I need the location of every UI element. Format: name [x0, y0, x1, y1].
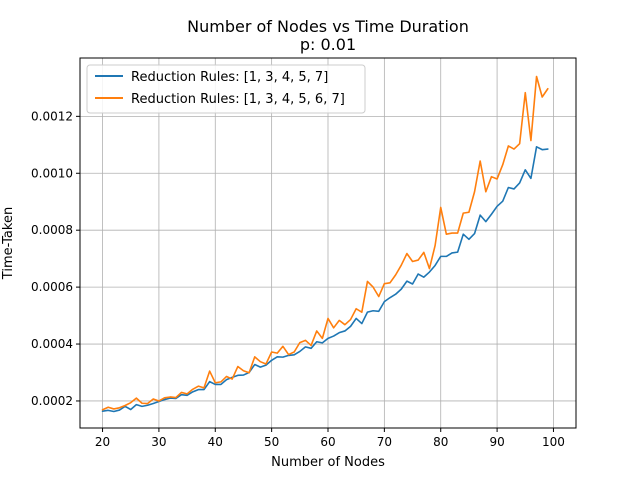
x-tick-label: 30: [151, 435, 166, 449]
y-tick-label: 0.0002: [31, 394, 73, 408]
y-tick-label: 0.0010: [31, 166, 73, 180]
y-tick-label: 0.0012: [31, 109, 73, 123]
grid: [80, 58, 576, 428]
x-tick-label: 90: [489, 435, 504, 449]
y-tick-label: 0.0004: [31, 337, 73, 351]
series-layer: [101, 75, 549, 413]
x-tick-label: 100: [542, 435, 565, 449]
legend-box: [86, 64, 366, 114]
legend: Reduction Rules: [1, 3, 4, 5, 7] Reducti…: [86, 64, 366, 114]
y-tick-label: 0.0008: [31, 223, 73, 237]
x-tick-label: 20: [95, 435, 110, 449]
x-tick-label: 50: [264, 435, 279, 449]
chart-subtitle: p: 0.01: [300, 35, 356, 54]
y-axis-label: Time-Taken: [1, 207, 16, 280]
chart-title: Number of Nodes vs Time Duration: [187, 17, 469, 36]
y-tick-label: 0.0006: [31, 280, 73, 294]
series-line-2: [101, 75, 549, 411]
axis-ticks: 20 30 40 50 60 70 80 90 100 0.0002 0.0004 0.0006 0.0…: [31, 109, 565, 449]
x-axis-label: Number of Nodes: [271, 455, 385, 470]
legend-label-series-1: Reduction Rules: [1, 3, 4, 5, 7]: [131, 70, 328, 85]
x-tick-label: 70: [377, 435, 392, 449]
x-tick-label: 80: [433, 435, 448, 449]
x-tick-label: 40: [208, 435, 223, 449]
x-tick-label: 60: [320, 435, 335, 449]
series-line-1: [101, 146, 549, 413]
legend-label-series-2: Reduction Rules: [1, 3, 4, 5, 6, 7]: [131, 92, 345, 107]
